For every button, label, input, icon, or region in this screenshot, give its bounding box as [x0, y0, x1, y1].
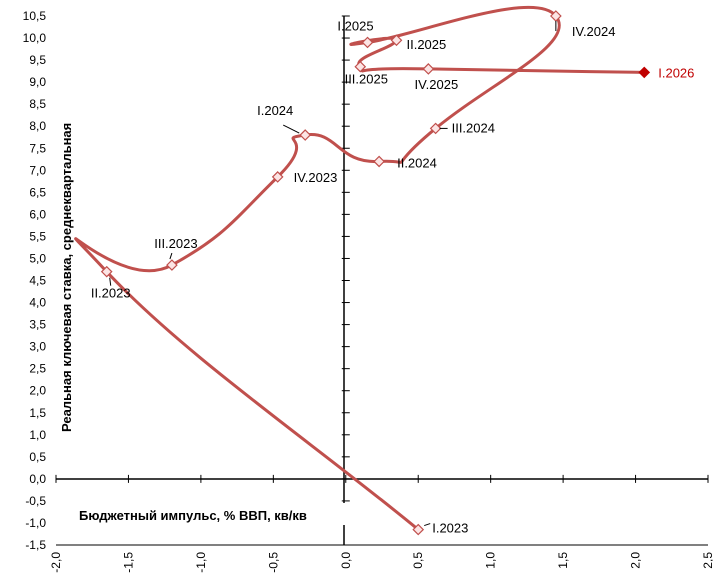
x-tick-label: -1,5	[121, 552, 135, 573]
data-point-label: I.2025	[337, 18, 373, 33]
data-point-label: IV.2025	[415, 77, 459, 92]
data-point-marker	[422, 63, 435, 75]
data-point-label: II.2025	[406, 37, 446, 52]
data-point-label: II.2024	[397, 155, 437, 170]
y-tick-label: 2,5	[29, 362, 46, 376]
x-tick-label: -2,0	[49, 552, 63, 573]
label-leader-line	[169, 252, 173, 260]
x-tick-label: 0,0	[339, 552, 353, 569]
y-tick-label: 1,0	[29, 428, 46, 442]
y-tick-label: 8,5	[29, 97, 46, 111]
data-point-marker	[429, 122, 442, 135]
data-point-marker	[373, 155, 385, 168]
x-tick-label: 0,5	[411, 552, 425, 569]
data-point-marker	[299, 129, 312, 141]
y-tick-label: 8,0	[29, 119, 46, 133]
x-tick-label: 2,0	[629, 552, 643, 569]
y-axis: -1,5 -1,0 -0,5 0,0 0,5 1,0 1,5 2,0 2,5 3,0 3,5 4,0 4…	[23, 9, 350, 552]
y-tick-label: 0,0	[29, 472, 46, 486]
data-point-marker	[361, 36, 374, 49]
y-tick-label: 4,5	[29, 274, 46, 288]
y-tick-label: -1,5	[25, 538, 46, 552]
y-tick-label: 0,5	[29, 450, 46, 464]
data-point-label: II.2023	[91, 286, 131, 301]
data-point-marker	[100, 265, 113, 278]
data-point-label: IV.2024	[572, 24, 616, 39]
y-tick-label: -1,0	[25, 516, 46, 530]
y-tick-label: 6,5	[29, 185, 46, 199]
y-tick-label: 7,0	[29, 163, 46, 177]
data-point-label: IV.2023	[294, 170, 338, 185]
y-tick-label: 2,0	[29, 384, 46, 398]
y-tick-label: 3,0	[29, 340, 46, 354]
y-axis-title: Реальная ключевая ставка, среднекварталь…	[59, 123, 74, 432]
y-tick-label: 1,5	[29, 406, 46, 420]
x-axis-title: Бюджетный импульс, % ВВП, кв/кв	[79, 508, 307, 523]
label-leader-line	[109, 277, 112, 286]
data-point-marker	[354, 60, 367, 73]
data-point-label: III.2023	[154, 236, 197, 251]
data-point-marker	[412, 523, 425, 536]
data-point-label: I.2026	[658, 65, 694, 80]
y-tick-label: 10,5	[23, 9, 47, 23]
data-point-marker	[271, 171, 284, 183]
x-tick-label: -0,5	[266, 552, 280, 573]
y-tick-label: 7,5	[29, 141, 46, 155]
x-tick-label: -1,0	[194, 552, 208, 573]
data-point-label: III.2025	[345, 72, 388, 87]
data-point-marker	[390, 34, 403, 47]
y-tick-label: 10,0	[23, 31, 47, 45]
y-tick-label: -0,5	[25, 494, 46, 508]
x-tick-label: 1,5	[556, 552, 570, 569]
data-point-label: III.2024	[452, 120, 495, 135]
y-tick-label: 9,5	[29, 53, 46, 67]
label-leader-line	[424, 523, 431, 527]
x-axis-title-background	[72, 503, 364, 525]
y-tick-label: 9,0	[29, 75, 46, 89]
x-tick-label: 2,5	[701, 552, 713, 569]
y-tick-label: 6,0	[29, 207, 46, 221]
y-tick-label: 3,5	[29, 318, 46, 332]
data-point-label: I.2024	[257, 103, 293, 118]
y-tick-label: 5,5	[29, 229, 46, 243]
x-axis: -2,0 -1,5 -1,0 -0,5 0,0 0,5 1,0 1,5 2,0 2,5	[49, 474, 713, 573]
data-point-marker	[166, 259, 178, 271]
data-point-marker	[638, 66, 651, 79]
label-leader-line	[282, 124, 300, 134]
x-tick-label: 1,0	[484, 552, 498, 569]
y-tick-label: 5,0	[29, 251, 46, 265]
y-tick-label: 4,0	[29, 296, 46, 310]
data-point-label: I.2023	[432, 521, 468, 536]
